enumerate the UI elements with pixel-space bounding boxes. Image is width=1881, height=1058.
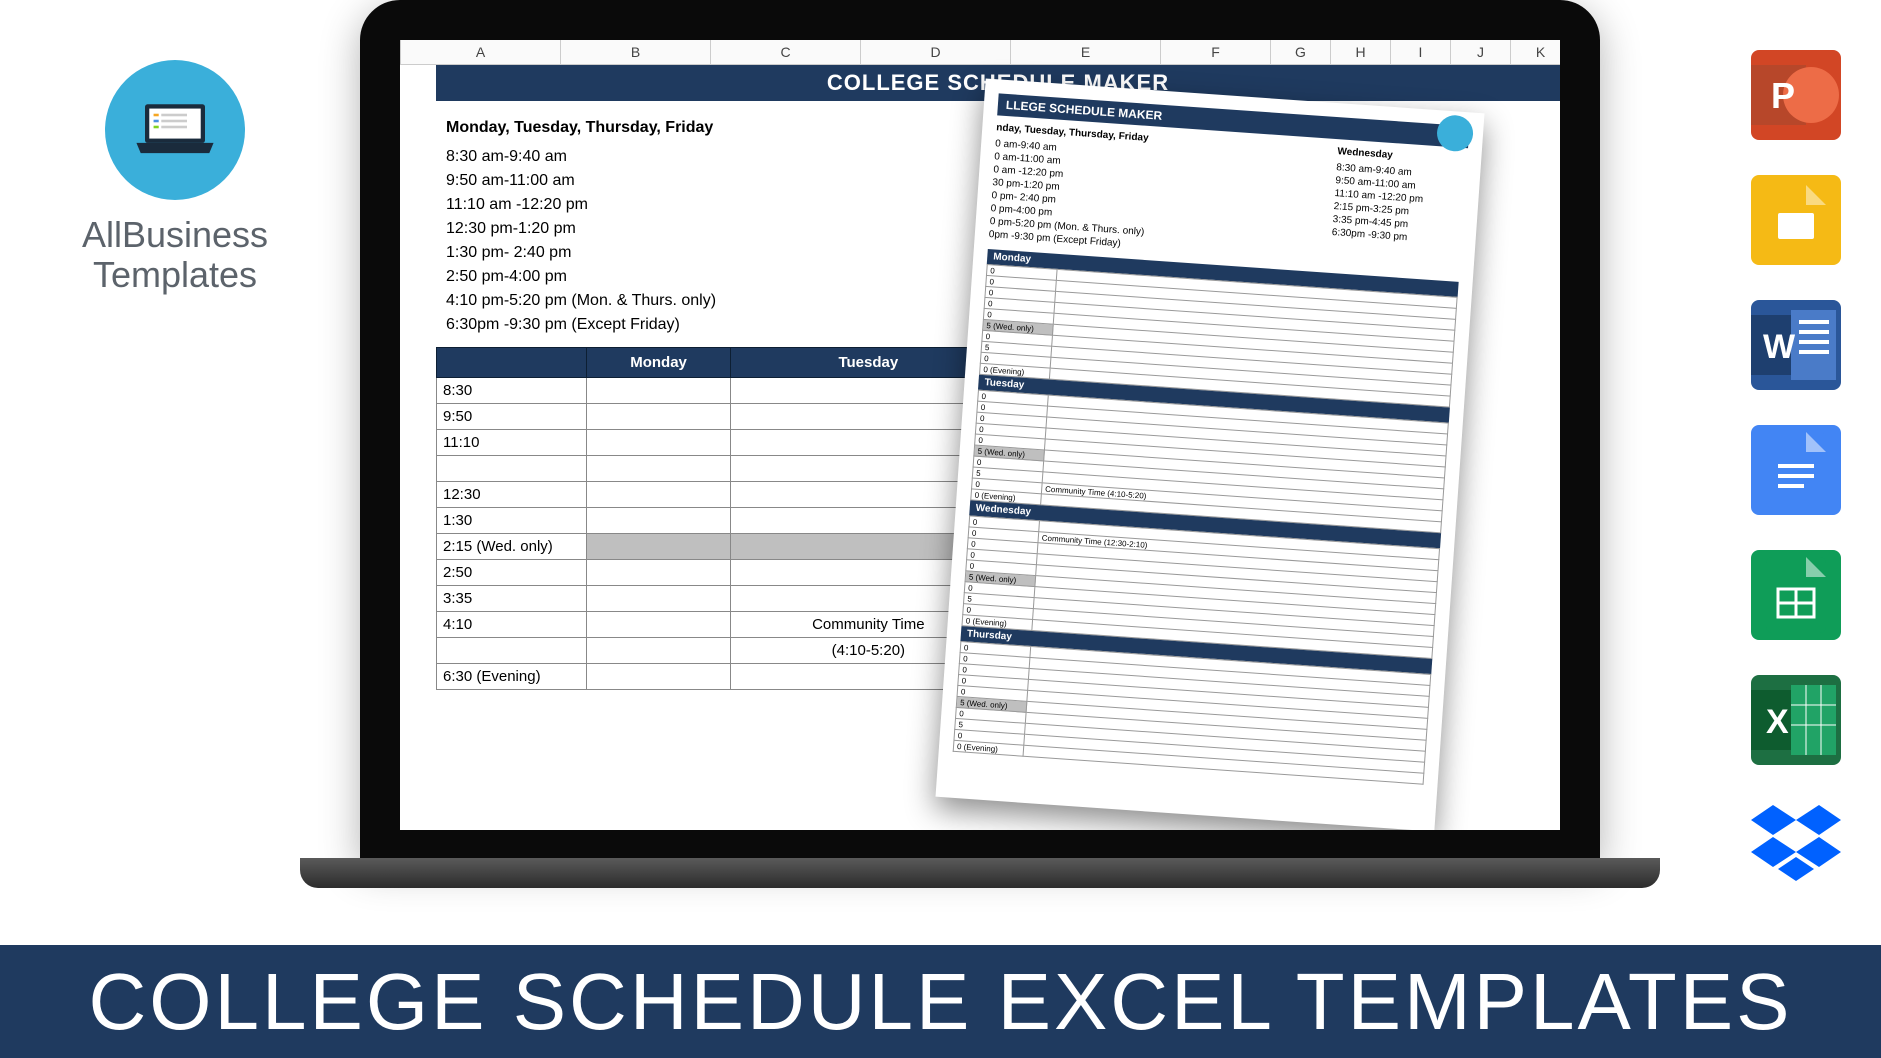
- laptop-icon: [130, 100, 220, 160]
- column-headers: ABCDEFGHIJK: [400, 40, 1560, 65]
- col-header: C: [711, 40, 861, 64]
- grid-time-cell: 2:15 (Wed. only): [437, 534, 587, 560]
- col-header: H: [1331, 40, 1391, 64]
- grid-cell: [587, 612, 731, 638]
- word-icon: W: [1751, 300, 1841, 390]
- svg-text:W: W: [1763, 328, 1796, 366]
- grid-time-cell: [437, 456, 587, 482]
- grid-time-cell: 8:30: [437, 378, 587, 404]
- grid-cell: [587, 638, 731, 664]
- dropbox-icon: [1751, 800, 1841, 890]
- banner-text: COLLEGE SCHEDULE EXCEL TEMPLATES: [89, 956, 1793, 1048]
- logo-circle: [105, 60, 245, 200]
- col-header: K: [1511, 40, 1560, 64]
- col-header: J: [1451, 40, 1511, 64]
- grid-header: Monday: [587, 348, 731, 378]
- grid-time-cell: 4:10: [437, 612, 587, 638]
- grid-cell: [587, 560, 731, 586]
- floating-preview: LLEGE SCHEDULE MAKER nday, Tuesday, Thur…: [935, 78, 1484, 830]
- col-header: D: [861, 40, 1011, 64]
- spreadsheet-screen: ABCDEFGHIJK COLLEGE SCHEDULE MAKER Monda…: [400, 40, 1560, 830]
- col-header: G: [1271, 40, 1331, 64]
- excel-icon: X: [1751, 675, 1841, 765]
- grid-cell: [587, 586, 731, 612]
- grid-time-cell: 12:30: [437, 482, 587, 508]
- grid-header: [437, 348, 587, 378]
- laptop-base: [300, 858, 1660, 888]
- col-header: B: [561, 40, 711, 64]
- grid-time-cell: [437, 638, 587, 664]
- powerpoint-icon: P: [1751, 50, 1841, 140]
- col-header: F: [1161, 40, 1271, 64]
- bottom-banner: COLLEGE SCHEDULE EXCEL TEMPLATES: [0, 940, 1881, 1058]
- col-header: A: [401, 40, 561, 64]
- grid-cell: [587, 482, 731, 508]
- grid-cell: [587, 534, 731, 560]
- app-icons-column: P W X: [1751, 50, 1841, 890]
- grid-time-cell: 9:50: [437, 404, 587, 430]
- grid-cell: [587, 404, 731, 430]
- grid-time-cell: 6:30 (Evening): [437, 664, 587, 690]
- grid-cell: [587, 508, 731, 534]
- brand-name-line1: AllBusiness: [75, 215, 275, 255]
- grid-time-cell: 11:10: [437, 430, 587, 456]
- svg-text:P: P: [1771, 75, 1795, 116]
- docs-icon: [1751, 425, 1841, 515]
- laptop-mockup: ABCDEFGHIJK COLLEGE SCHEDULE MAKER Monda…: [300, 0, 1660, 930]
- grid-cell: [587, 378, 731, 404]
- svg-text:X: X: [1766, 703, 1789, 741]
- brand-logo: AllBusiness Templates: [75, 60, 275, 294]
- slides-icon: [1751, 175, 1841, 265]
- grid-cell: [587, 456, 731, 482]
- grid-cell: [587, 664, 731, 690]
- grid-time-cell: 3:35: [437, 586, 587, 612]
- col-header: E: [1011, 40, 1161, 64]
- grid-cell: [587, 430, 731, 456]
- sheets-icon: [1751, 550, 1841, 640]
- grid-time-cell: 1:30: [437, 508, 587, 534]
- grid-time-cell: 2:50: [437, 560, 587, 586]
- float-logo-icon: [1436, 114, 1474, 152]
- brand-name-line2: Templates: [75, 255, 275, 295]
- col-header: I: [1391, 40, 1451, 64]
